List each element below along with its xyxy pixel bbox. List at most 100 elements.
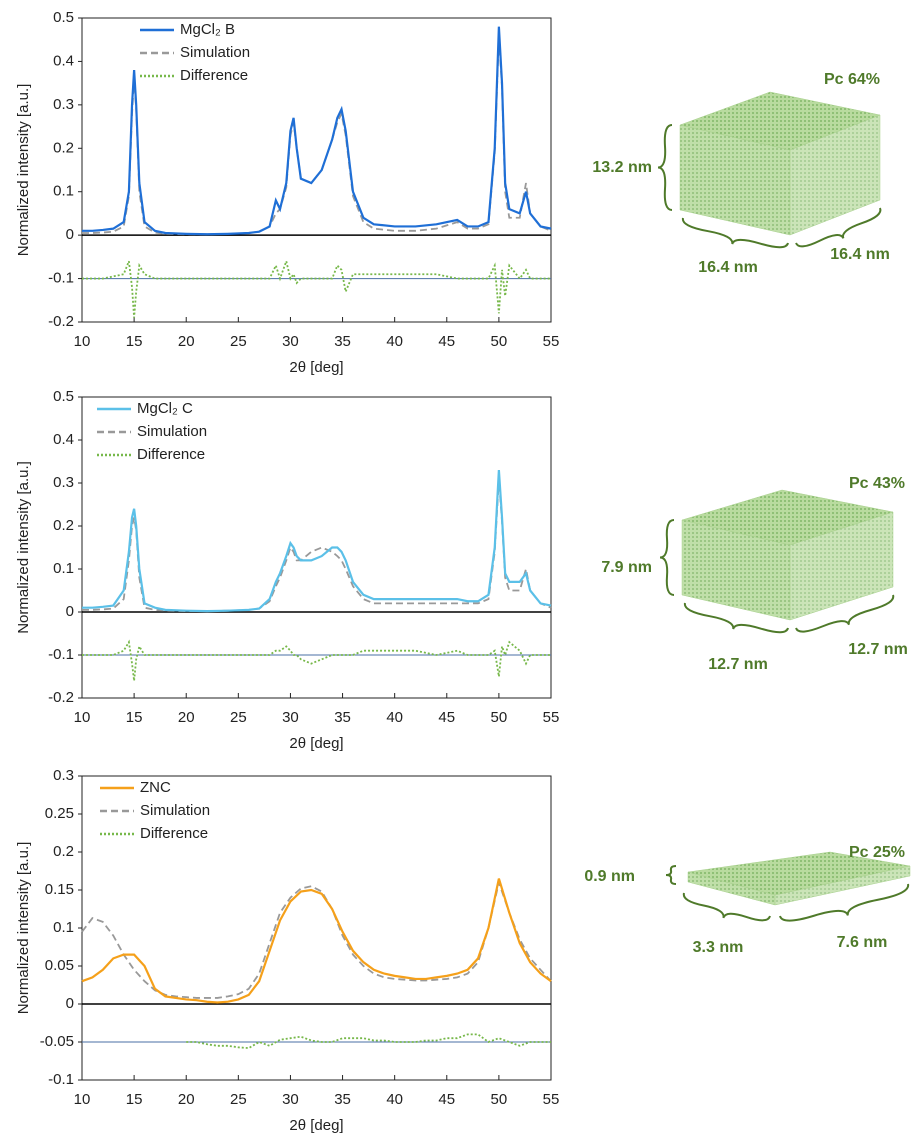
y-tick-label: 0.3 xyxy=(53,96,74,113)
y-tick-label: 0.2 xyxy=(53,517,74,534)
legend-label: Simulation xyxy=(140,802,210,819)
x-tick-label: 10 xyxy=(74,709,91,726)
x-tick-label: 50 xyxy=(491,333,508,350)
data-line xyxy=(82,478,552,613)
chart-panel: -0.2 -0.1 0 0.1 0.2 0.3 0.4 0.5 10 15 20 25 30 35 40 45… xyxy=(15,9,890,376)
crystal-label: 12.7 nm xyxy=(848,641,908,658)
data-line xyxy=(81,878,552,1004)
x-tick-label: 45 xyxy=(438,333,455,350)
data-line xyxy=(81,879,552,999)
x-tick-label: 50 xyxy=(491,709,508,726)
x-tick-label: 35 xyxy=(334,1091,351,1108)
crystal-label: Pc 64% xyxy=(824,71,880,88)
x-tick-label: 35 xyxy=(334,709,351,726)
dimension-brace xyxy=(657,124,673,211)
plot-frame xyxy=(81,775,552,1081)
dimension-brace xyxy=(682,892,771,922)
y-tick-label: 0.4 xyxy=(53,431,74,448)
data-line xyxy=(82,26,552,236)
crystal-label: 16.4 nm xyxy=(698,259,758,276)
y-tick-label: -0.1 xyxy=(48,1071,74,1088)
y-axis-label: Normalized intensity [a.u.] xyxy=(15,842,32,1015)
plot-frame xyxy=(81,396,552,699)
y-tick-label: 0.2 xyxy=(53,843,74,860)
x-tick-label: 20 xyxy=(178,1091,195,1108)
x-tick-label: 25 xyxy=(230,333,247,350)
y-tick-label: -0.05 xyxy=(40,1033,74,1050)
dimension-brace xyxy=(681,217,789,249)
y-axis-label: Normalized intensity [a.u.] xyxy=(15,84,32,257)
y-tick-label: 0.5 xyxy=(53,9,74,26)
chart-panel: -0.1 -0.05 0 0.05 0.1 0.15 0.2 0.25 0.3 10 15 20 25 3… xyxy=(15,767,911,1134)
crystal-label: Pc 25% xyxy=(849,844,905,861)
plot-frame xyxy=(81,17,552,323)
crystal-label: 3.3 nm xyxy=(693,939,744,956)
crystal-label: 7.9 nm xyxy=(601,559,652,576)
data-line xyxy=(82,35,552,236)
x-axis-label: 2θ [deg] xyxy=(289,735,343,752)
x-axis-label: 2θ [deg] xyxy=(289,1117,343,1134)
x-tick-label: 25 xyxy=(230,709,247,726)
crystal-label: 0.9 nm xyxy=(584,868,635,885)
x-tick-label: 20 xyxy=(178,333,195,350)
x-tick-label: 40 xyxy=(386,709,403,726)
dimension-brace xyxy=(665,865,677,885)
y-axis-label: Normalized intensity [a.u.] xyxy=(15,461,32,634)
y-tick-label: 0.15 xyxy=(45,881,74,898)
x-tick-label: 15 xyxy=(126,709,143,726)
data-line xyxy=(82,258,551,318)
y-tick-label: 0.3 xyxy=(53,474,74,491)
chart-panel: -0.2 -0.1 0 0.1 0.2 0.3 0.4 0.5 10 15 20 25 30 35 40 45… xyxy=(15,388,908,752)
legend-label: Difference xyxy=(180,67,248,84)
crystal-label: 16.4 nm xyxy=(830,246,890,263)
x-tick-label: 40 xyxy=(386,1091,403,1108)
crystal-face xyxy=(687,851,911,896)
y-tick-label: 0.05 xyxy=(45,957,74,974)
crystal-face xyxy=(679,91,881,151)
x-tick-label: 10 xyxy=(74,333,91,350)
y-tick-label: 0.1 xyxy=(53,919,74,936)
dimension-brace xyxy=(779,883,910,922)
crystal-face xyxy=(681,489,894,546)
x-tick-label: 20 xyxy=(178,709,195,726)
y-tick-label: 0.3 xyxy=(53,767,74,784)
y-tick-label: 0 xyxy=(66,995,74,1012)
x-tick-label: 15 xyxy=(126,1091,143,1108)
data-line xyxy=(82,470,552,613)
legend-label: ZNC xyxy=(140,779,171,796)
y-tick-label: -0.1 xyxy=(48,646,74,663)
y-tick-label: 0.5 xyxy=(53,388,74,405)
legend-label: Simulation xyxy=(180,44,250,61)
crystal-label: 13.2 nm xyxy=(592,159,652,176)
x-tick-label: 25 xyxy=(230,1091,247,1108)
y-tick-label: -0.2 xyxy=(48,689,74,706)
y-tick-label: 0.1 xyxy=(53,560,74,577)
x-axis-label: 2θ [deg] xyxy=(289,359,343,376)
legend-label: MgCl₂ B xyxy=(180,21,235,38)
legend-label: Difference xyxy=(140,825,208,842)
x-tick-label: 15 xyxy=(126,333,143,350)
dimension-brace xyxy=(659,519,675,596)
y-tick-label: 0.1 xyxy=(53,183,74,200)
y-tick-label: 0 xyxy=(66,226,74,243)
legend-label: Simulation xyxy=(137,423,207,440)
dimension-brace xyxy=(683,602,789,634)
x-tick-label: 10 xyxy=(74,1091,91,1108)
x-tick-label: 35 xyxy=(334,333,351,350)
data-line xyxy=(82,639,551,681)
y-tick-label: 0 xyxy=(66,603,74,620)
data-line xyxy=(186,1033,551,1049)
x-tick-label: 30 xyxy=(282,1091,299,1108)
x-tick-label: 45 xyxy=(438,1091,455,1108)
x-tick-label: 55 xyxy=(543,333,560,350)
x-tick-label: 50 xyxy=(491,1091,508,1108)
crystal-label: Pc 43% xyxy=(849,475,905,492)
legend-label: Difference xyxy=(137,446,205,463)
y-tick-label: 0.4 xyxy=(53,52,74,69)
x-tick-label: 55 xyxy=(543,709,560,726)
crystal-label: 7.6 nm xyxy=(837,934,888,951)
x-tick-label: 55 xyxy=(543,1091,560,1108)
y-tick-label: 0.2 xyxy=(53,139,74,156)
y-tick-label: -0.1 xyxy=(48,270,74,287)
